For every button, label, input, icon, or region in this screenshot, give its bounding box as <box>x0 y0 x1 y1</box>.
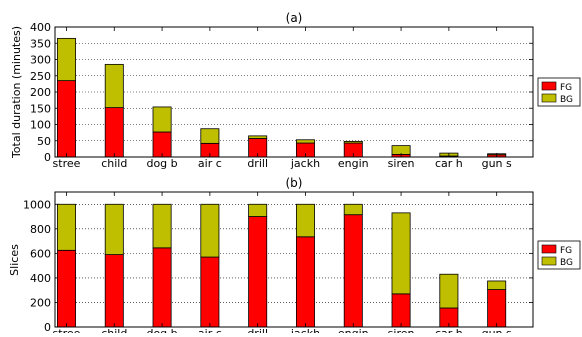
y-tick-label: 400 <box>30 21 51 34</box>
bar-fg-dog-b <box>152 247 172 328</box>
y-tick-label: 300 <box>30 54 51 67</box>
legend-label-fg: FG <box>560 246 572 256</box>
legend-label-bg: BG <box>560 95 573 105</box>
x-tick-label: air c <box>198 157 222 170</box>
x-tick-label: siren <box>388 327 415 333</box>
y-tick-label: 600 <box>30 247 51 260</box>
legend-label-bg: BG <box>560 258 573 268</box>
x-tick-label: drill <box>247 157 268 170</box>
bar-fg-siren <box>391 293 411 328</box>
y-tick-label: 350 <box>30 37 51 50</box>
x-tick-label: stree <box>53 157 81 170</box>
y-tick-label: 100 <box>30 119 51 132</box>
plot-area-frame <box>54 191 534 328</box>
plot-area-frame <box>54 26 534 158</box>
bar-fg-stree <box>56 249 76 328</box>
bar-fg-jackh <box>295 236 315 328</box>
legend-swatch-bg <box>541 93 557 103</box>
bar-bg-dog-b <box>152 106 172 133</box>
bar-fg-child <box>104 107 124 158</box>
bar-bg-dog-b <box>152 203 172 249</box>
x-tick-label: gun s <box>482 327 512 333</box>
bar-bg-gun-s <box>487 280 507 290</box>
bar-fg-stree <box>56 80 76 158</box>
bar-bg-stree <box>56 37 76 82</box>
x-tick-label: engin <box>338 327 369 333</box>
x-tick-label: drill <box>247 327 268 333</box>
bar-bg-jackh <box>295 139 315 144</box>
bar-bg-engin <box>343 140 363 144</box>
y-tick-label: 1000 <box>23 198 51 211</box>
x-tick-label: dog b <box>146 327 177 333</box>
y-tick-label: 400 <box>30 272 51 285</box>
bar-fg-air-c <box>200 256 220 328</box>
legend-swatch-fg <box>541 81 557 91</box>
bar-bg-engin <box>343 203 363 216</box>
x-tick-label: car h <box>435 157 463 170</box>
bar-fg-child <box>104 254 124 328</box>
chart-title: (a) <box>286 11 303 25</box>
bar-bg-car-h <box>439 273 459 309</box>
legend-label-fg: FG <box>560 83 572 93</box>
bar-bg-air-c <box>200 203 220 258</box>
y-tick-label: 50 <box>37 135 51 148</box>
y-axis-label: Slices <box>8 244 21 276</box>
legend-swatch-fg <box>541 244 557 254</box>
y-tick-label: 0 <box>44 321 51 333</box>
y-tick-label: 150 <box>30 102 51 115</box>
x-tick-label: siren <box>388 157 415 170</box>
y-tick-label: 800 <box>30 223 51 236</box>
bar-bg-drill <box>248 135 268 139</box>
x-tick-label: child <box>101 327 127 333</box>
bar-bg-air-c <box>200 128 220 144</box>
bar-fg-engin <box>343 214 363 328</box>
x-tick-label: dog b <box>146 157 177 170</box>
y-tick-label: 250 <box>30 70 51 83</box>
bar-fg-gun-s <box>487 289 507 328</box>
bar-bg-stree <box>56 203 76 251</box>
x-tick-label: car h <box>435 327 463 333</box>
x-tick-label: stree <box>53 327 81 333</box>
chart-title: (b) <box>286 176 303 190</box>
bar-bg-child <box>104 203 124 255</box>
x-tick-label: jackh <box>290 327 320 333</box>
bar-bg-jackh <box>295 203 315 238</box>
legend-swatch-bg <box>541 256 557 266</box>
x-tick-label: child <box>101 157 127 170</box>
x-tick-label: gun s <box>482 157 512 170</box>
y-tick-label: 0 <box>44 151 51 164</box>
x-tick-label: air c <box>198 327 222 333</box>
bar-fg-drill <box>248 216 268 328</box>
y-tick-label: 200 <box>30 296 51 309</box>
x-tick-label: engin <box>338 157 369 170</box>
y-axis-label: Total duration (minutes) <box>10 26 23 159</box>
bar-bg-child <box>104 63 124 108</box>
y-tick-label: 200 <box>30 86 51 99</box>
bar-bg-drill <box>248 203 268 217</box>
x-tick-label: jackh <box>290 157 320 170</box>
bar-bg-siren <box>391 212 411 295</box>
